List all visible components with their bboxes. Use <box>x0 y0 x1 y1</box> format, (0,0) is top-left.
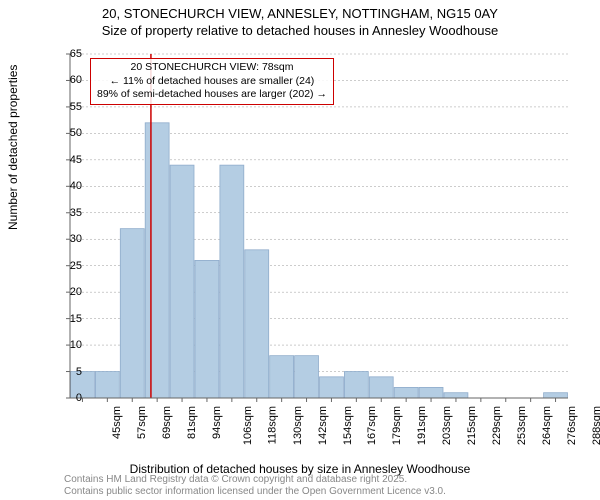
footer-attribution: Contains HM Land Registry data © Crown c… <box>64 474 446 498</box>
y-tick-label: 35 <box>70 207 82 219</box>
x-tick-label: 130sqm <box>292 406 304 445</box>
y-tick-label: 50 <box>70 127 82 139</box>
footer-line1: Contains HM Land Registry data © Crown c… <box>64 474 446 486</box>
y-tick-label: 25 <box>70 260 82 272</box>
chart-title-line2: Size of property relative to detached ho… <box>0 23 600 40</box>
y-axis-label: Number of detached properties <box>6 65 20 230</box>
x-tick-label: 81sqm <box>186 406 198 439</box>
callout-line2: ← 11% of detached houses are smaller (24… <box>97 75 327 89</box>
callout-box: 20 STONECHURCH VIEW: 78sqm ← 11% of deta… <box>90 58 334 105</box>
y-tick-label: 0 <box>76 392 82 404</box>
y-tick-label: 45 <box>70 154 82 166</box>
x-tick-label: 118sqm <box>266 406 278 444</box>
y-tick-label: 5 <box>76 366 82 378</box>
x-tick-label: 167sqm <box>367 406 379 445</box>
y-tick-label: 15 <box>70 313 82 325</box>
x-tick-label: 106sqm <box>242 406 254 445</box>
x-tick-label: 276sqm <box>566 406 578 445</box>
x-tick-label: 253sqm <box>516 406 528 445</box>
x-tick-label: 264sqm <box>541 406 553 445</box>
x-tick-label: 45sqm <box>111 406 123 439</box>
x-tick-label: 203sqm <box>441 406 453 445</box>
callout-line3: 89% of semi-detached houses are larger (… <box>97 88 327 102</box>
chart-container: 20, STONECHURCH VIEW, ANNESLEY, NOTTINGH… <box>0 0 600 500</box>
y-tick-label: 40 <box>70 180 82 192</box>
x-tick-label: 69sqm <box>161 406 173 439</box>
x-tick-label: 154sqm <box>342 406 354 445</box>
footer-line2: Contains public sector information licen… <box>64 486 446 498</box>
x-tick-label: 215sqm <box>466 406 478 445</box>
x-tick-label: 191sqm <box>416 406 428 445</box>
x-tick-label: 142sqm <box>317 406 329 445</box>
x-tick-label: 229sqm <box>491 406 503 445</box>
y-tick-label: 60 <box>70 74 82 86</box>
y-tick-label: 65 <box>70 48 82 60</box>
chart-title-line1: 20, STONECHURCH VIEW, ANNESLEY, NOTTINGH… <box>0 0 600 23</box>
x-tick-label: 94sqm <box>211 406 223 439</box>
y-tick-label: 10 <box>70 339 82 351</box>
x-tick-label: 179sqm <box>391 406 403 445</box>
y-tick-label: 20 <box>70 286 82 298</box>
x-tick-label: 57sqm <box>136 406 148 439</box>
x-tick-label: 288sqm <box>591 406 600 445</box>
y-tick-label: 30 <box>70 233 82 245</box>
callout-line1: 20 STONECHURCH VIEW: 78sqm <box>97 61 327 75</box>
y-tick-label: 55 <box>70 101 82 113</box>
